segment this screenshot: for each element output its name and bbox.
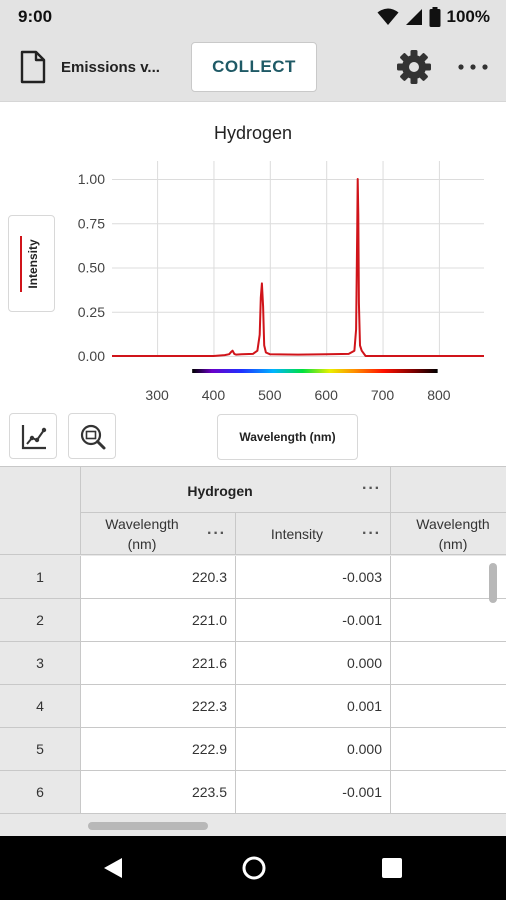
file-icon[interactable] [20,50,46,84]
column-header-unit: (nm) [127,536,157,552]
graph-title: Hydrogen [213,123,293,143]
wifi-icon [377,8,399,25]
x-tick-label: 800 [427,387,451,403]
column-options-icon[interactable]: ··· [362,525,381,542]
more-options-icon[interactable] [458,64,488,70]
data-set-header-next [391,467,506,513]
signal-icon [405,9,422,25]
data-set-options-icon[interactable]: ··· [362,480,381,497]
app-toolbar: Emissions v... COLLECT [0,34,506,102]
data-set-header: Hydrogen ··· [81,467,391,513]
zoom-button[interactable] [68,413,116,459]
column-header-wavelength[interactable]: Wavelength (nm) ··· [81,513,236,555]
x-tick-label: 300 [145,387,169,403]
status-icons: 100% [377,6,490,28]
gear-icon[interactable] [396,49,432,85]
data-set-title: Hydrogen [187,483,253,499]
wavelength-cell[interactable]: 222.9 [81,728,236,771]
table-row[interactable]: 1 220.3 -0.003 [0,556,506,599]
system-navigation-bar [0,836,506,900]
row-number: 3 [0,642,81,685]
intensity-series-line [112,178,484,357]
x-axis-button[interactable]: Wavelength (nm) [217,414,358,460]
intensity-cell[interactable]: -0.001 [236,771,391,814]
y-tick-label: 0.50 [78,260,105,276]
home-icon[interactable] [242,856,266,880]
graph-tools-icon [21,425,47,450]
column-header-label: Intensity [270,526,324,542]
row-number: 2 [0,599,81,642]
wavelength-cell[interactable]: 222.3 [81,685,236,728]
x-tick-label: 500 [258,387,282,403]
recents-icon[interactable] [382,858,402,878]
graph-tools-button[interactable] [9,413,57,459]
vertical-scrollbar[interactable] [489,563,497,603]
spectrum-chart[interactable]: 0.00 0.25 0.50 0.75 1.00 300 400 500 600 700 800 [0,103,506,403]
x-tick-label: 700 [371,387,395,403]
table-row[interactable]: 2 221.0 -0.001 [0,599,506,642]
status-bar: 9:00 100% [0,0,506,34]
graph-panel: Hydrogen 0.00 0.25 0.50 0.75 1.00 300 400 500 60… [0,103,506,465]
status-time: 9:00 [18,7,53,26]
next-column-cell[interactable] [391,685,506,728]
horizontal-scrollbar[interactable] [88,822,208,830]
x-tick-label: 600 [315,387,339,403]
intensity-cell[interactable]: -0.003 [236,556,391,599]
wavelength-cell[interactable]: 220.3 [81,556,236,599]
column-header-wavelength-next[interactable]: Wavelength (nm) [391,513,506,555]
y-tick-label: 0.00 [78,348,105,364]
intensity-cell[interactable]: 0.000 [236,642,391,685]
y-tick-label: 0.25 [78,304,105,320]
zoom-icon [80,424,106,450]
battery-percent: 100% [446,7,490,26]
intensity-cell[interactable]: 0.001 [236,685,391,728]
wavelength-cell[interactable]: 221.0 [81,599,236,642]
y-axis-label: Intensity [26,239,40,289]
intensity-cell[interactable]: 0.000 [236,728,391,771]
series-color-swatch [20,236,22,292]
table-row[interactable]: 5 222.9 0.000 [0,728,506,771]
next-column-cell[interactable] [391,642,506,685]
y-tick-label: 1.00 [78,171,105,187]
row-number: 4 [0,685,81,728]
row-number: 1 [0,556,81,599]
table-corner [0,467,81,555]
file-name[interactable]: Emissions v... [61,59,160,76]
wavelength-cell[interactable]: 221.6 [81,642,236,685]
collect-button[interactable]: COLLECT [191,42,317,92]
y-axis-button[interactable]: Intensity [8,215,55,312]
row-number: 6 [0,771,81,814]
back-icon[interactable] [103,857,123,879]
wavelength-cell[interactable]: 223.5 [81,771,236,814]
column-options-icon[interactable]: ··· [207,525,226,542]
visible-spectrum-band [192,369,438,373]
table-row[interactable]: 6 223.5 -0.001 [0,771,506,814]
y-tick-label: 0.75 [78,215,105,231]
next-column-cell[interactable] [391,728,506,771]
data-table[interactable]: Hydrogen ··· Wavelength (nm) ··· Intensi… [0,466,506,836]
row-number: 5 [0,728,81,771]
next-column-cell[interactable] [391,771,506,814]
next-column-cell[interactable] [391,599,506,642]
table-row[interactable]: 4 222.3 0.001 [0,685,506,728]
intensity-cell[interactable]: -0.001 [236,599,391,642]
table-row[interactable]: 3 221.6 0.000 [0,642,506,685]
column-header-label: Wavelength [416,516,490,532]
x-tick-label: 400 [202,387,226,403]
column-header-unit: (nm) [438,536,468,552]
column-header-label: Wavelength [105,516,179,532]
battery-icon [429,7,441,27]
column-header-intensity[interactable]: Intensity ··· [236,513,391,555]
next-column-cell[interactable] [391,556,506,599]
